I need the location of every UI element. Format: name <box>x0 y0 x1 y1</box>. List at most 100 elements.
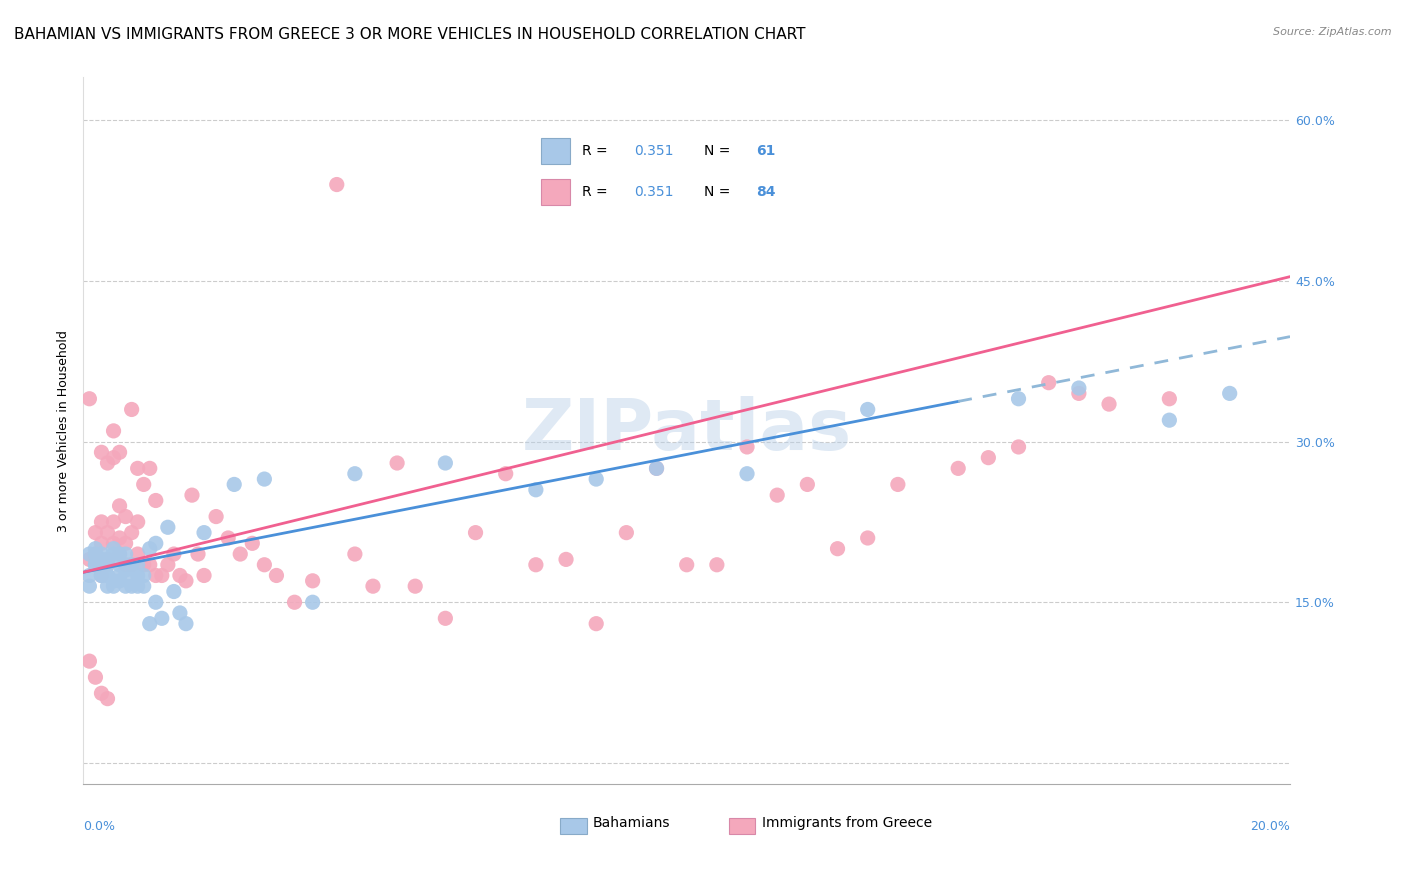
Point <box>796 477 818 491</box>
Point <box>108 499 131 513</box>
Point <box>139 461 162 475</box>
Point <box>163 584 186 599</box>
Point <box>90 536 112 550</box>
Point <box>193 525 215 540</box>
Point <box>827 541 849 556</box>
Point <box>156 558 179 572</box>
Point <box>145 493 167 508</box>
Point <box>229 547 252 561</box>
Point <box>169 606 191 620</box>
Point <box>79 392 101 406</box>
Point <box>114 558 136 572</box>
Point <box>84 552 107 566</box>
Point <box>343 547 366 561</box>
Point <box>108 568 131 582</box>
Point <box>856 531 879 545</box>
Point <box>103 574 125 588</box>
Point <box>84 525 107 540</box>
Text: 20.0%: 20.0% <box>1250 820 1291 832</box>
Point <box>150 568 173 582</box>
Point <box>90 515 112 529</box>
Point <box>114 579 136 593</box>
Point <box>645 461 668 475</box>
Point <box>121 402 143 417</box>
Point <box>121 568 143 582</box>
Point <box>90 445 112 459</box>
Point <box>103 579 125 593</box>
Text: Bahamians: Bahamians <box>592 816 671 830</box>
Point <box>524 558 547 572</box>
Point <box>217 531 239 545</box>
Point <box>645 461 668 475</box>
Point <box>121 579 143 593</box>
Point <box>1067 386 1090 401</box>
Point <box>96 552 118 566</box>
Point <box>139 558 162 572</box>
Point <box>1007 440 1029 454</box>
Point <box>114 536 136 550</box>
Point <box>585 616 607 631</box>
Point <box>301 595 323 609</box>
Point <box>385 456 408 470</box>
Point <box>96 568 118 582</box>
Point <box>156 520 179 534</box>
Point <box>114 563 136 577</box>
Point <box>108 558 131 572</box>
Point <box>96 691 118 706</box>
Point <box>127 568 149 582</box>
Point <box>404 579 426 593</box>
Point <box>735 467 758 481</box>
Point <box>127 579 149 593</box>
Point <box>326 178 349 192</box>
Point <box>103 515 125 529</box>
Point <box>84 541 107 556</box>
Point <box>127 558 149 572</box>
Point <box>187 547 209 561</box>
Point <box>108 547 131 561</box>
Y-axis label: 3 or more Vehicles in Household: 3 or more Vehicles in Household <box>58 330 70 532</box>
Point <box>253 558 276 572</box>
Point <box>253 472 276 486</box>
Point <box>224 477 246 491</box>
Point <box>434 611 457 625</box>
Point <box>495 467 517 481</box>
Point <box>675 558 697 572</box>
Point <box>84 558 107 572</box>
Point <box>79 552 101 566</box>
Point <box>96 525 118 540</box>
Point <box>84 547 107 561</box>
Point <box>96 552 118 566</box>
Point <box>132 558 155 572</box>
Point <box>361 579 384 593</box>
Point <box>145 568 167 582</box>
Point <box>114 509 136 524</box>
Text: Immigrants from Greece: Immigrants from Greece <box>762 816 932 830</box>
Point <box>96 568 118 582</box>
Point <box>121 558 143 572</box>
Point <box>150 611 173 625</box>
Point <box>79 654 101 668</box>
Point <box>1038 376 1060 390</box>
Point <box>145 595 167 609</box>
Point <box>181 488 204 502</box>
Point <box>1159 413 1181 427</box>
Point <box>96 558 118 572</box>
Point <box>121 525 143 540</box>
Point <box>103 424 125 438</box>
Point <box>90 552 112 566</box>
Point <box>145 536 167 550</box>
Point <box>343 467 366 481</box>
Point <box>90 568 112 582</box>
Point <box>84 670 107 684</box>
Point <box>96 558 118 572</box>
Point <box>464 525 486 540</box>
Point <box>706 558 728 572</box>
Point <box>524 483 547 497</box>
Point <box>163 547 186 561</box>
Point <box>90 568 112 582</box>
Point <box>96 456 118 470</box>
Point <box>1067 381 1090 395</box>
Point <box>90 568 112 582</box>
Point <box>132 568 155 582</box>
Point <box>735 440 758 454</box>
